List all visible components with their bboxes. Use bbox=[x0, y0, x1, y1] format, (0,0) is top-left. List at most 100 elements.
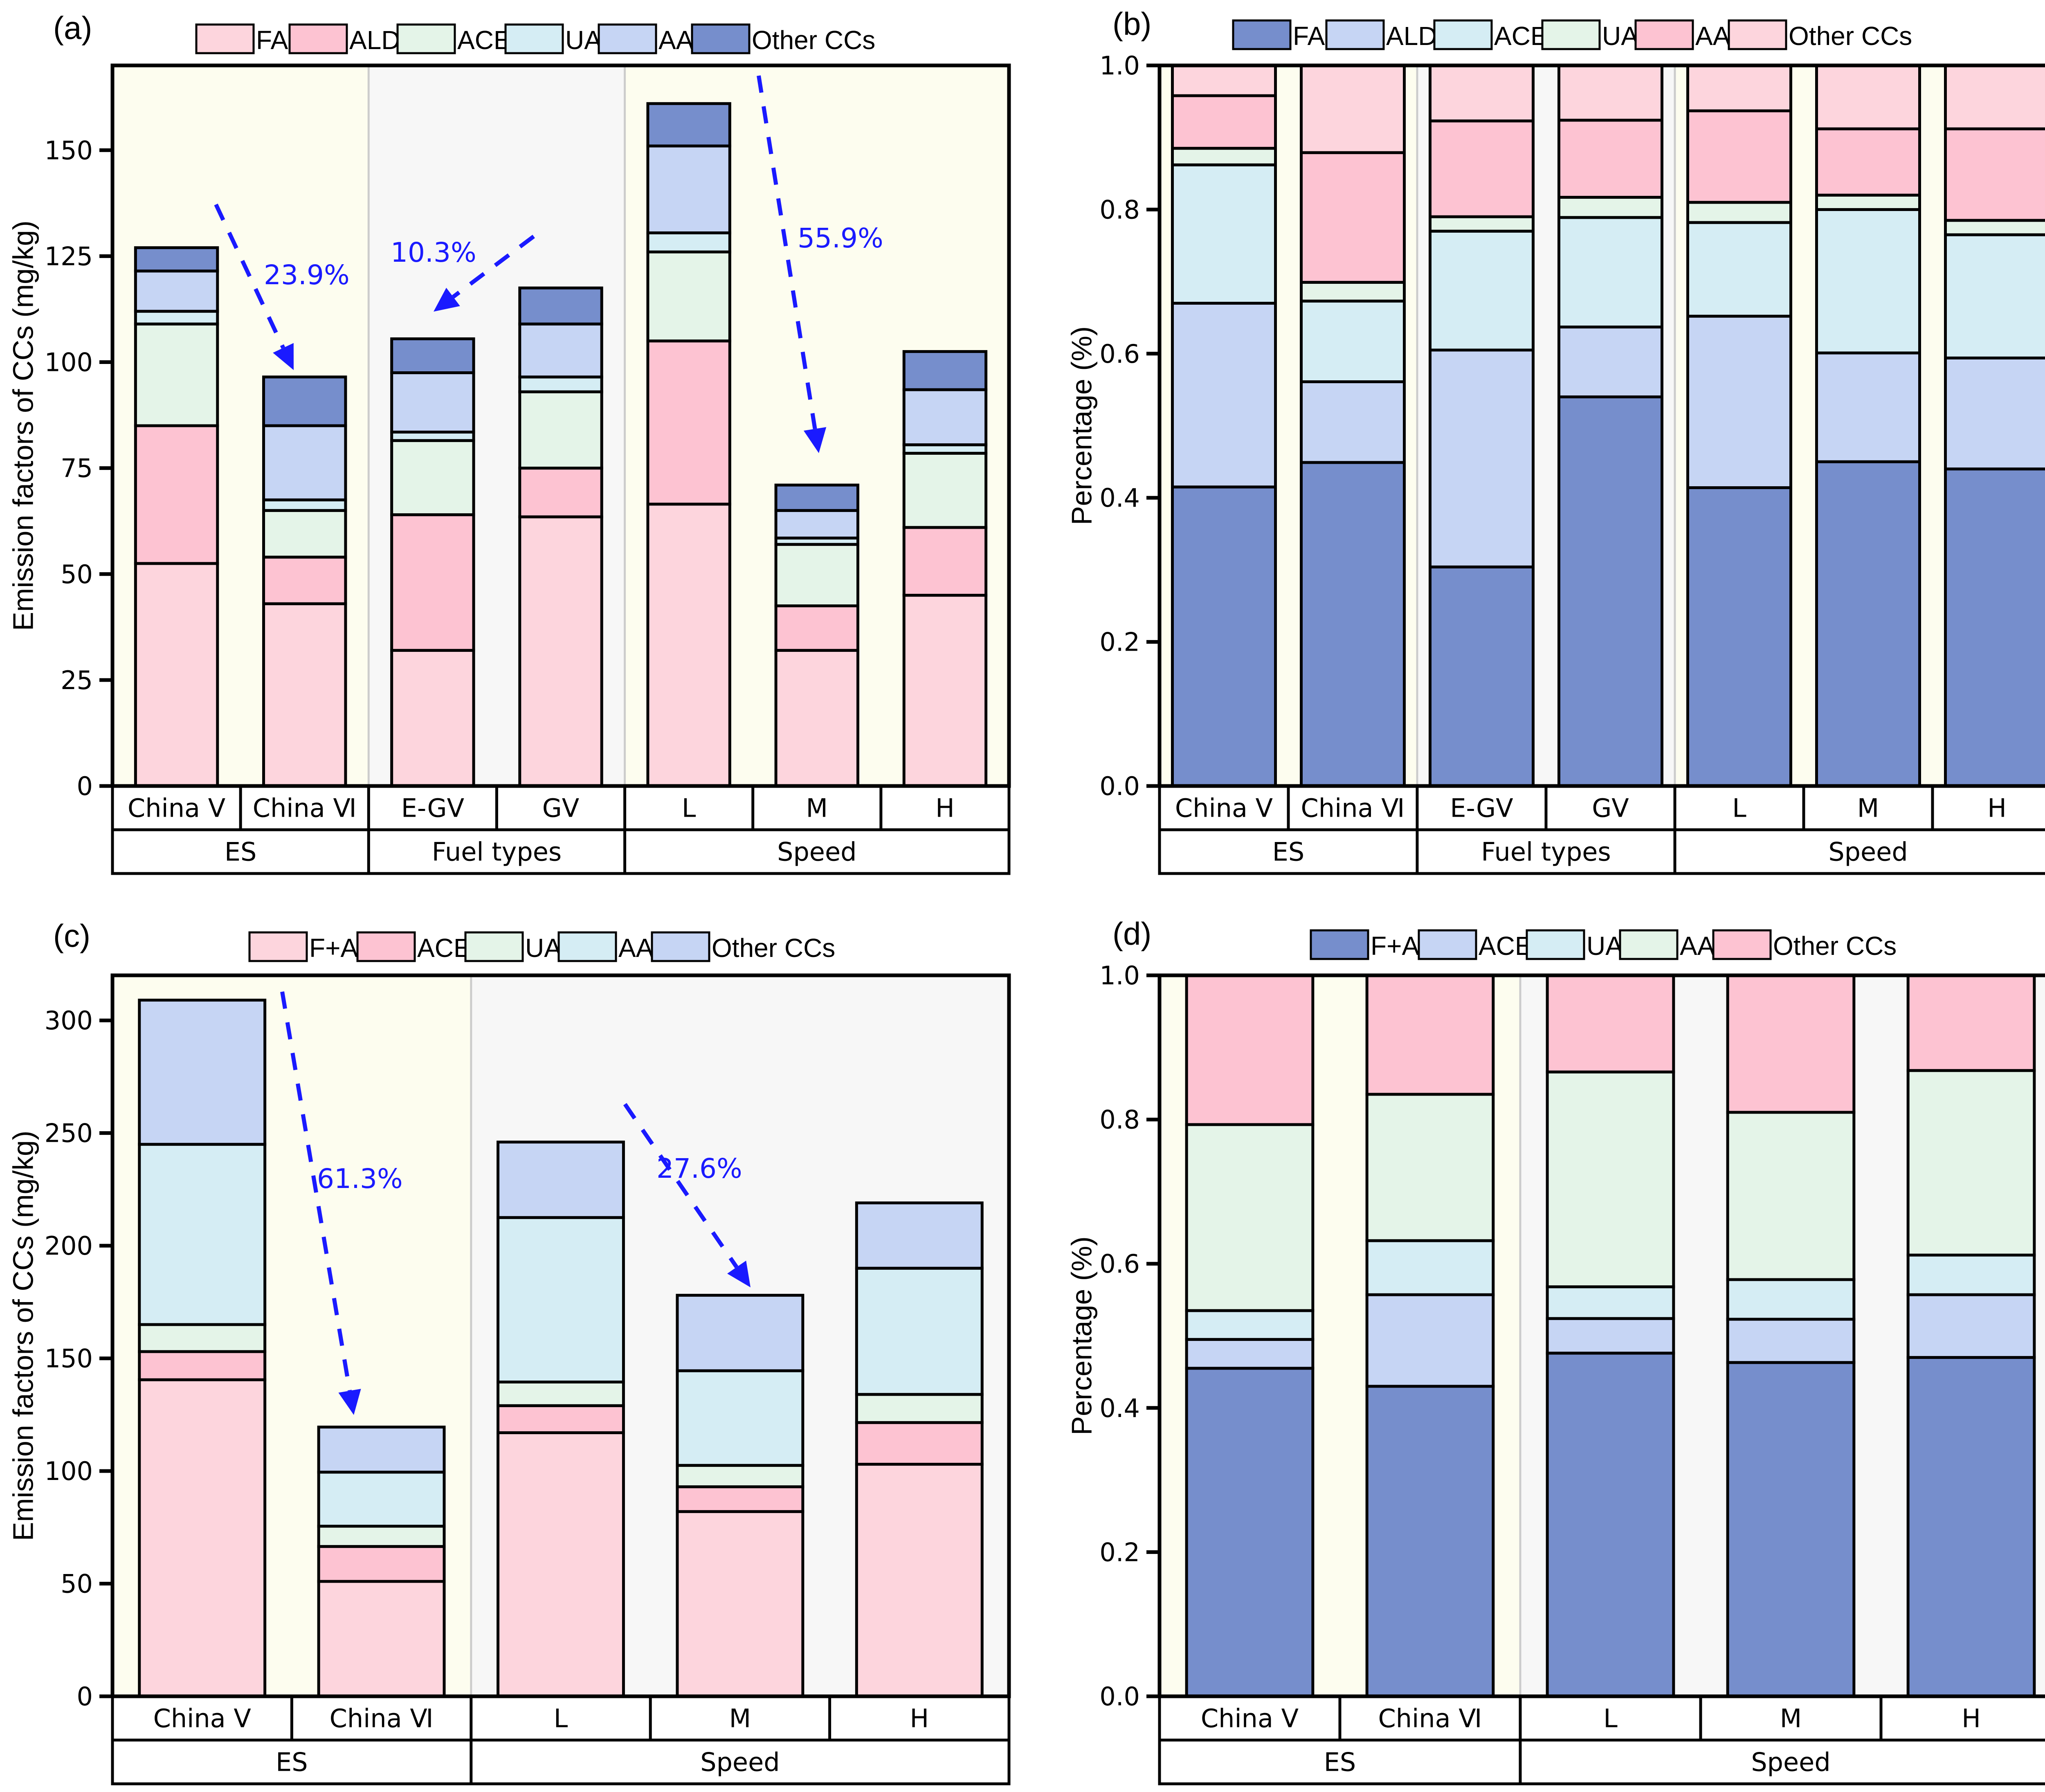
y-axis-label: Emission factors of CCs (mg/kg) bbox=[7, 1131, 39, 1541]
y-tick-label: 0.2 bbox=[1099, 627, 1140, 657]
y-tick-label: 0.6 bbox=[1099, 339, 1140, 369]
bar-segment-ace bbox=[1300, 299, 1406, 384]
bar-segment-fa bbox=[1300, 461, 1406, 788]
bar-segment-other-ccs bbox=[1726, 974, 1856, 1114]
bar-segment-f-a bbox=[1365, 1385, 1495, 1698]
chart-panel-d: 0.0 0.2 0.4 0.6 0.8 1.0 Percentage (%) China Ⅴ C… bbox=[1065, 916, 2045, 1785]
x-category-label: E-GV bbox=[1450, 793, 1513, 823]
trend-arrow bbox=[623, 1103, 739, 1269]
legend-swatch bbox=[598, 23, 657, 54]
legend-swatch bbox=[356, 931, 416, 962]
bar-segment-aa bbox=[134, 269, 219, 313]
y-tick-label: 25 bbox=[61, 665, 93, 695]
bar-segment-ace bbox=[646, 250, 731, 343]
legend-swatch bbox=[691, 23, 751, 54]
bar-segment-other-ccs bbox=[1185, 974, 1315, 1126]
bar-segment-aa bbox=[1686, 109, 1792, 204]
x-category-label: M bbox=[806, 793, 828, 823]
bar-segment-ua bbox=[518, 375, 603, 393]
x-category-label: L bbox=[1603, 1704, 1618, 1734]
bar-segment-f-a bbox=[1546, 1352, 1675, 1698]
bar-segment-aa bbox=[1944, 127, 2045, 222]
bar-segment-other-ccs bbox=[855, 1201, 984, 1270]
bar-segment-ald bbox=[518, 467, 603, 519]
bar-segment-aa bbox=[317, 1471, 446, 1528]
legend-label: Other CCs bbox=[1773, 931, 1897, 961]
bar-segment-ua bbox=[1944, 219, 2045, 236]
x-category-label: GV bbox=[1592, 793, 1629, 823]
legend-label: FA bbox=[1293, 21, 1325, 51]
bar-segment-ace bbox=[902, 451, 988, 529]
bar-segment-other-ccs bbox=[1171, 64, 1277, 97]
bar-segment-ua bbox=[1300, 281, 1406, 303]
x-group-label: ES bbox=[276, 1747, 308, 1777]
y-axis-label: Percentage (%) bbox=[1065, 1236, 1097, 1435]
bar-segment-ace bbox=[1429, 229, 1535, 352]
bar-segment-ace bbox=[1686, 221, 1792, 318]
bar-segment-ald bbox=[1171, 301, 1277, 489]
bar-segment-aa bbox=[262, 424, 347, 501]
x-group-label: ES bbox=[225, 837, 257, 867]
bar-segment-ald bbox=[134, 424, 219, 565]
legend-swatch bbox=[195, 23, 255, 54]
x-category-label: China Ⅴ bbox=[128, 793, 225, 823]
trend-arrow bbox=[452, 235, 535, 299]
x-category-label: China Ⅵ bbox=[330, 1704, 434, 1734]
y-axis-label: Emission factors of CCs (mg/kg) bbox=[7, 220, 39, 631]
panel-label: (c) bbox=[53, 918, 90, 954]
legend-swatch bbox=[1541, 19, 1601, 50]
y-tick-label: 300 bbox=[45, 1006, 93, 1035]
bar-segment-ald bbox=[646, 339, 731, 506]
bar-segment-ace bbox=[390, 439, 475, 516]
legend-swatch bbox=[557, 931, 617, 962]
bar-segment-aa bbox=[1365, 1093, 1495, 1242]
bar-segment-f-a bbox=[497, 1431, 625, 1698]
bar-segment-aa bbox=[1300, 151, 1406, 284]
legend-label: ALD bbox=[349, 25, 400, 55]
bar-segment-fa bbox=[1171, 485, 1277, 788]
legend-label: AA bbox=[1695, 21, 1730, 51]
bar-segment-fa bbox=[1944, 467, 2045, 788]
bar-segment-other-ccs bbox=[390, 337, 475, 374]
bar-segment-ua bbox=[138, 1323, 267, 1353]
x-category-label: E-GV bbox=[401, 793, 464, 823]
x-category-label: L bbox=[554, 1704, 568, 1734]
legend-swatch bbox=[1526, 929, 1585, 960]
bar-segment-other-ccs bbox=[1300, 64, 1406, 154]
bar-segment-aa bbox=[1557, 119, 1663, 199]
bar-segment-fa bbox=[646, 503, 731, 788]
chart-panel-b: 0.0 0.2 0.4 0.6 0.8 1.0 Percentage (%) China Ⅴ C… bbox=[1065, 6, 2045, 875]
bar-segment-other-ccs bbox=[646, 102, 731, 148]
arrow-head-icon bbox=[273, 343, 294, 370]
bar-segment-other-ccs bbox=[317, 1426, 446, 1474]
bar-segment-fa bbox=[518, 515, 603, 788]
bar-segment-other-ccs bbox=[138, 999, 267, 1146]
legend-swatch bbox=[651, 931, 710, 962]
x-group-label: ES bbox=[1272, 837, 1305, 867]
chart-panel-c: 0 50 100 150 200 250 300 Emission factors of CC… bbox=[7, 918, 1011, 1785]
bar-segment-ua bbox=[1726, 1278, 1856, 1321]
legend-swatch bbox=[1418, 929, 1477, 960]
y-tick-label: 0.2 bbox=[1099, 1537, 1140, 1567]
x-group-label: Speed bbox=[700, 1747, 780, 1777]
bar-segment-ald bbox=[902, 526, 988, 597]
arrow-head-icon bbox=[434, 287, 460, 312]
bar-segment-ua bbox=[1815, 193, 1921, 211]
legend: FA ALD ACE UA AA Other CCs bbox=[195, 23, 875, 55]
bar-segment-ace bbox=[1944, 233, 2045, 359]
trend-arrow bbox=[214, 203, 285, 349]
x-group-label: ES bbox=[1324, 1747, 1356, 1777]
x-group-label: Speed bbox=[1751, 1747, 1830, 1777]
legend-swatch bbox=[396, 23, 456, 54]
bar-segment-ace bbox=[134, 322, 219, 427]
bar-segment-ald bbox=[1686, 314, 1792, 490]
y-tick-label: 0.6 bbox=[1099, 1249, 1140, 1279]
trend-arrow bbox=[280, 991, 352, 1391]
bar-segment-aa bbox=[902, 388, 988, 447]
y-tick-label: 250 bbox=[45, 1118, 93, 1148]
legend-label: AA bbox=[658, 25, 694, 55]
bar-segment-ace bbox=[1185, 1338, 1315, 1370]
bar-segment-fa bbox=[902, 594, 988, 788]
reduction-annotation: 10.3% bbox=[391, 237, 476, 268]
